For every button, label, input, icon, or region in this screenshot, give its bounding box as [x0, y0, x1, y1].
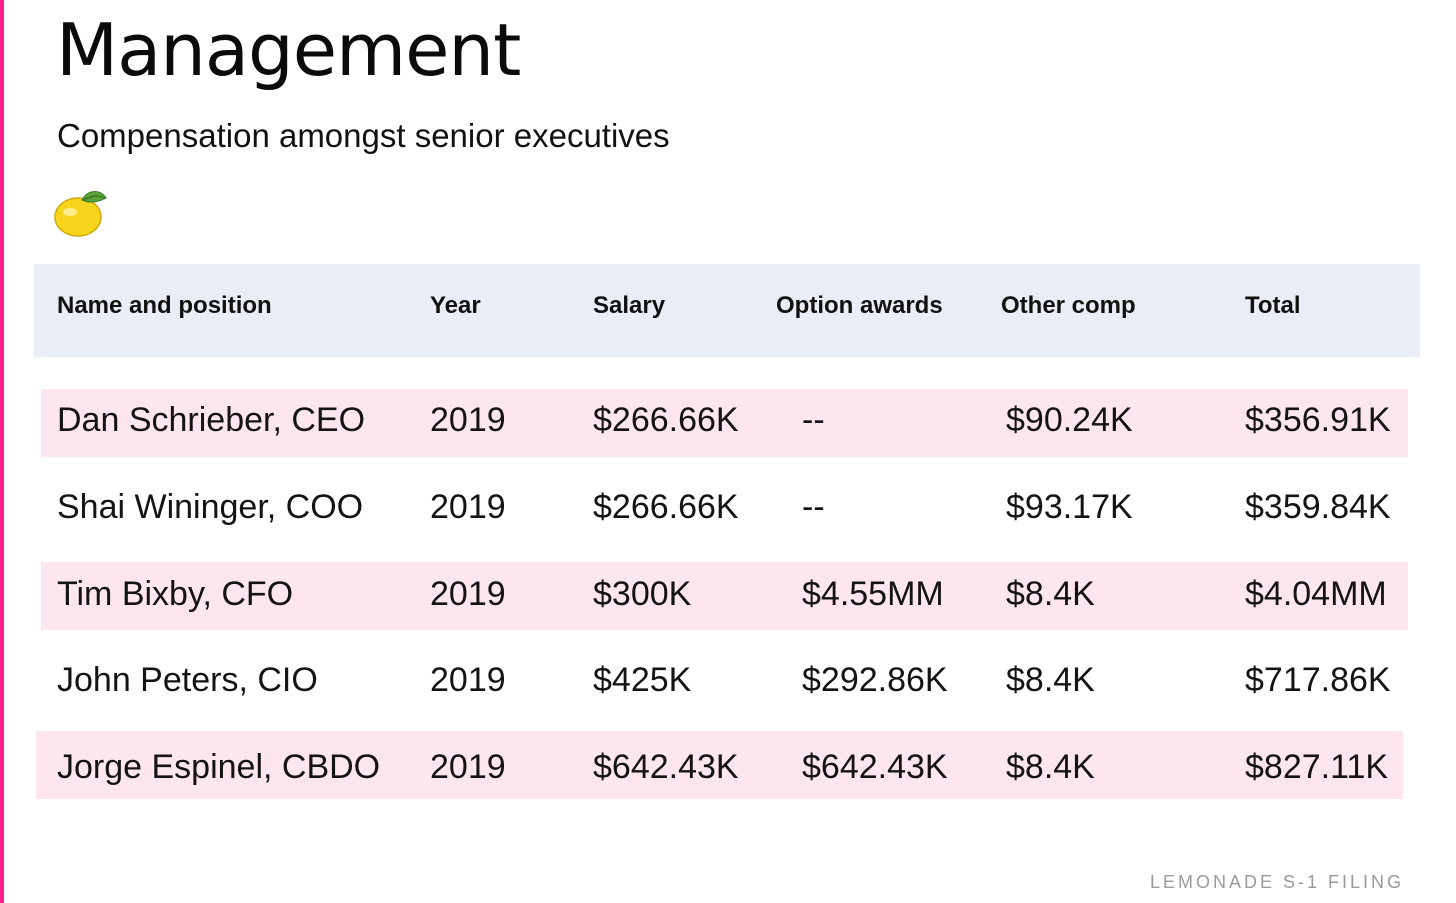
cell-year: 2019 — [430, 661, 506, 699]
cell-other-comp: $93.17K — [1006, 488, 1133, 526]
cell-name: John Peters, CIO — [57, 661, 318, 699]
cell-option-awards: -- — [802, 401, 825, 439]
column-header-year: Year — [430, 292, 481, 319]
column-header-total: Total — [1245, 292, 1301, 319]
cell-name: Shai Wininger, COO — [57, 488, 364, 526]
cell-other-comp: $8.4K — [1006, 661, 1095, 699]
cell-total: $359.84K — [1245, 488, 1391, 526]
cell-other-comp: $8.4K — [1006, 575, 1095, 613]
page-title: Management — [56, 8, 521, 92]
cell-option-awards: -- — [802, 488, 825, 526]
cell-year: 2019 — [430, 488, 506, 526]
cell-name: Jorge Espinel, CBDO — [57, 748, 381, 786]
column-header-option-awards: Option awards — [776, 292, 943, 319]
row-stripe — [41, 389, 1408, 457]
cell-total: $356.91K — [1245, 401, 1391, 439]
table-header — [34, 264, 1420, 357]
cell-name: Dan Schrieber, CEO — [57, 401, 366, 439]
cell-salary: $642.43K — [593, 748, 739, 786]
cell-option-awards: $642.43K — [802, 748, 948, 786]
accent-bar — [0, 0, 4, 903]
cell-name: Tim Bixby, CFO — [57, 575, 294, 613]
column-header-other-comp: Other comp — [1001, 292, 1136, 319]
cell-year: 2019 — [430, 748, 506, 786]
row-stripe — [41, 562, 1408, 630]
page-subtitle: Compensation amongst senior executives — [57, 117, 670, 154]
cell-other-comp: $90.24K — [1006, 401, 1133, 439]
cell-other-comp: $8.4K — [1006, 748, 1095, 786]
cell-year: 2019 — [430, 575, 506, 613]
cell-salary: $266.66K — [593, 488, 739, 526]
cell-salary: $300K — [593, 575, 692, 613]
cell-year: 2019 — [430, 401, 506, 439]
column-header-salary: Salary — [593, 292, 666, 319]
footer-label: LEMONADE S-1 FILING — [1149, 872, 1404, 892]
cell-total: $4.04MM — [1245, 575, 1387, 613]
cell-option-awards: $292.86K — [802, 661, 948, 699]
column-header-name: Name and position — [57, 292, 272, 319]
row-stripe — [36, 731, 1403, 799]
cell-salary: $266.66K — [593, 401, 739, 439]
cell-total: $827.11K — [1245, 748, 1389, 786]
cell-total: $717.86K — [1245, 661, 1391, 699]
cell-option-awards: $4.55MM — [802, 575, 944, 613]
lemon-icon — [54, 191, 107, 237]
cell-salary: $425K — [593, 661, 692, 699]
